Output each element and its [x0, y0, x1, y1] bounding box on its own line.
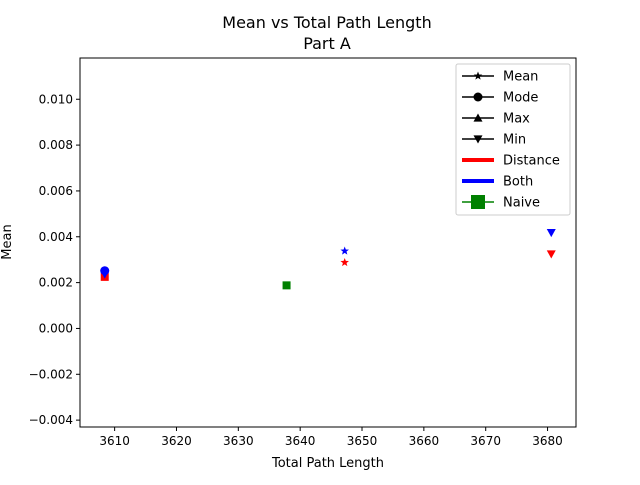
x-tick-label: 3640 [285, 434, 316, 448]
plot-frame [79, 57, 577, 428]
y-tick-label: −0.002 [29, 367, 73, 381]
data-point [282, 281, 291, 290]
y-axis-label: Mean [0, 224, 15, 259]
x-tick-label: 3610 [99, 434, 130, 448]
legend-label: Both [503, 175, 533, 190]
legend-swatch-marker [473, 113, 483, 122]
data-points [100, 229, 556, 290]
y-tick-label: 0.008 [39, 138, 73, 152]
x-tick-label: 3680 [532, 434, 563, 448]
x-axis-label: Total Path Length [271, 456, 384, 471]
y-tick-label: 0.000 [39, 321, 73, 335]
x-tick-label: 3620 [161, 434, 192, 448]
legend-swatch-marker [473, 71, 483, 80]
x-axis-ticks: 3610 3620 3630 3640 3650 3660 3670 3680 [99, 427, 563, 448]
legend-swatch-marker [471, 195, 485, 209]
y-tick-label: 0.004 [39, 230, 73, 244]
chart-title: Mean vs Total Path Length [222, 13, 431, 32]
y-tick-label: −0.004 [29, 413, 73, 427]
y-tick-label: 0.010 [39, 92, 73, 106]
legend-label: Max [503, 112, 530, 127]
data-point [546, 250, 556, 259]
legend-label: Min [503, 133, 526, 148]
x-tick-label: 3670 [470, 434, 501, 448]
x-tick-label: 3660 [409, 434, 440, 448]
x-tick-label: 3650 [347, 434, 378, 448]
data-point [340, 246, 349, 255]
legend-label: Mean [503, 70, 538, 85]
data-point [100, 266, 110, 276]
y-tick-label: 0.006 [39, 184, 73, 198]
legend-swatch-marker [473, 92, 483, 102]
x-tick-label: 3630 [223, 434, 254, 448]
y-axis-ticks: −0.004 −0.002 0.000 0.002 0.004 0.006 0.008 0.0… [29, 92, 80, 427]
y-tick-label: 0.002 [39, 276, 73, 290]
chart-subtitle: Part A [303, 34, 351, 53]
legend-box [455, 63, 571, 216]
legend-swatch-marker [473, 135, 483, 144]
legend-label: Mode [503, 91, 538, 106]
data-point [546, 229, 556, 238]
legend-label: Distance [503, 154, 560, 169]
legend: Mean Mode Max Min Distance Both Naive [455, 63, 571, 216]
legend-label: Naive [503, 196, 540, 211]
data-point [340, 257, 349, 267]
